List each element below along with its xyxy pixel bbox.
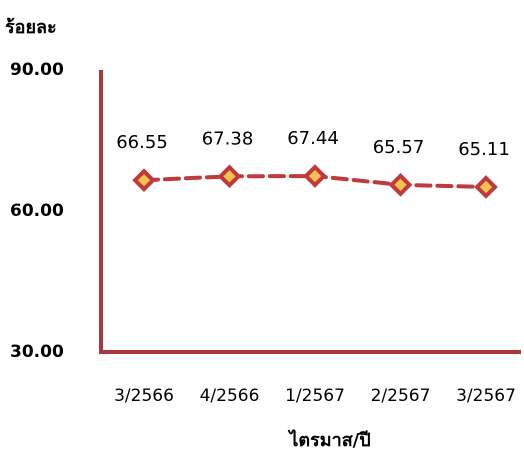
data-label: 66.55 — [116, 132, 168, 153]
data-label: 67.44 — [287, 128, 339, 149]
y-tick-label: 30.00 — [10, 342, 64, 362]
x-tick-label: 1/2567 — [285, 386, 345, 406]
data-point-marker — [132, 168, 156, 193]
data-label: 65.11 — [458, 139, 510, 160]
data-point-marker — [474, 175, 498, 199]
x-tick-label: 4/2566 — [200, 386, 260, 406]
x-tick-label: 2/2567 — [371, 386, 431, 406]
data-point-marker — [217, 164, 242, 189]
x-tick-label: 3/2566 — [114, 386, 174, 406]
data-label: 67.38 — [202, 128, 254, 149]
y-tick-label: 60.00 — [10, 201, 64, 221]
x-tick-label: 3/2567 — [456, 386, 516, 406]
data-label: 65.57 — [373, 137, 425, 158]
y-axis-title: ร้อยละ — [5, 17, 57, 38]
y-tick-label: 90.00 — [10, 60, 64, 80]
data-point-marker — [303, 164, 327, 188]
x-axis-title: ไตรมาส/ปี — [287, 429, 370, 451]
data-point-marker — [388, 172, 413, 197]
